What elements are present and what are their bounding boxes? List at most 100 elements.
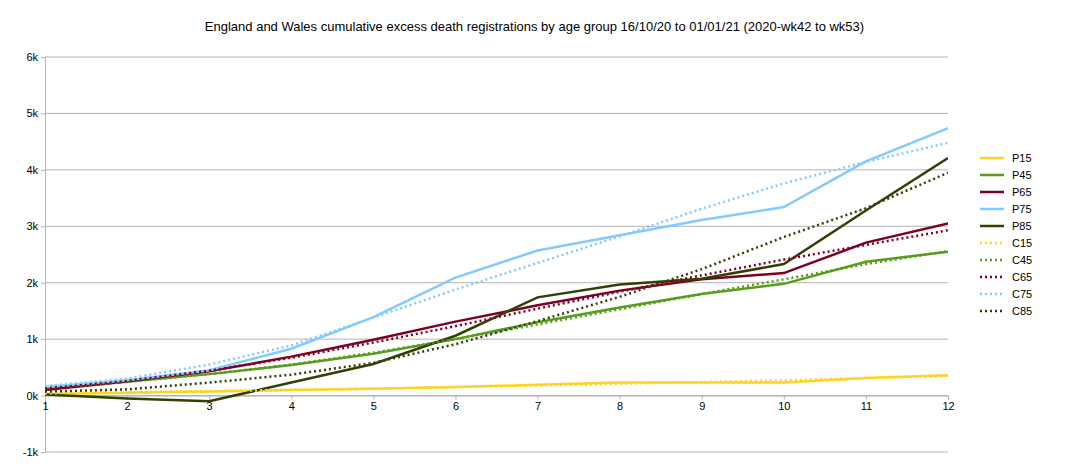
y-tick-label: 3k — [26, 220, 38, 232]
grid-line — [45, 113, 948, 114]
legend-label: P45 — [1012, 169, 1032, 181]
legend-swatch — [980, 225, 1004, 228]
grid-line — [45, 169, 948, 170]
legend-swatch — [980, 259, 1004, 262]
x-tick-label: 8 — [617, 400, 623, 412]
y-tick-label: -1k — [23, 446, 39, 458]
y-tick-mark — [41, 452, 45, 453]
grid — [45, 57, 948, 452]
legend-item: P15 — [980, 152, 1032, 164]
x-tick-label: 7 — [535, 400, 541, 412]
y-tick-mark — [41, 396, 45, 397]
x-tick-mark — [620, 396, 621, 400]
title: England and Wales cumulative excess deat… — [205, 19, 864, 34]
legend-label: C15 — [1012, 237, 1032, 249]
y-tick: 1k — [26, 333, 45, 345]
legend-item: C15 — [980, 237, 1032, 249]
legend-label: C85 — [1012, 305, 1032, 317]
x-tick-label: 6 — [453, 400, 459, 412]
grid-line — [45, 57, 948, 58]
legend-item: C85 — [980, 305, 1032, 317]
x-tick-label: 10 — [778, 400, 790, 412]
legend-label: P85 — [1012, 220, 1032, 232]
y-tick-mark — [41, 283, 45, 284]
y-tick: 2k — [26, 277, 45, 289]
legend-label: C45 — [1012, 254, 1032, 266]
series-line — [45, 230, 948, 388]
legend-item: C75 — [980, 288, 1032, 300]
y-tick: 6k — [26, 51, 45, 63]
y-tick: 4k — [26, 164, 45, 176]
x-tick-label: 12 — [942, 400, 954, 412]
x-tick: 6 — [453, 396, 459, 413]
grid-line — [45, 452, 948, 453]
x-tick: 4 — [289, 396, 295, 413]
x-tick-mark — [455, 396, 456, 400]
legend-item: P75 — [980, 203, 1032, 215]
x-tick: 11 — [861, 396, 872, 413]
x-tick-mark — [209, 396, 210, 400]
x-tick-mark — [784, 396, 785, 400]
x-tick: 10 — [778, 396, 790, 413]
legend-item: P45 — [980, 169, 1032, 181]
series-line — [45, 223, 948, 389]
legend-label: C75 — [1012, 288, 1032, 300]
y-tick-mark — [41, 113, 45, 114]
y-tick-label: 1k — [26, 333, 38, 345]
x-tick: 9 — [699, 396, 705, 413]
y-tick-label: 0k — [26, 390, 38, 402]
x-tick-label: 2 — [125, 400, 131, 412]
x-tick-mark — [45, 396, 46, 400]
legend-item: P65 — [980, 186, 1032, 198]
x-tick: 12 — [942, 396, 954, 413]
y-tick-label: 5k — [26, 107, 38, 119]
x-tick-mark — [948, 396, 949, 400]
x-tick-label: 5 — [371, 400, 377, 412]
x-tick-mark — [866, 396, 867, 400]
x-tick-mark — [538, 396, 539, 400]
legend-swatch — [980, 310, 1004, 313]
legend-item: P85 — [980, 220, 1032, 232]
legend-item: C45 — [980, 254, 1032, 266]
legend-item: C65 — [980, 271, 1032, 283]
legend-label: P15 — [1012, 152, 1032, 164]
x-tick-mark — [291, 396, 292, 400]
y-tick: 5k — [26, 107, 45, 119]
legend-label: C65 — [1012, 271, 1032, 283]
y-axis-line — [41, 58, 46, 453]
x-tick: 7 — [535, 396, 541, 413]
series-line — [45, 251, 948, 388]
x-tick: 3 — [207, 396, 213, 413]
series-line — [45, 173, 948, 392]
x-tick: 5 — [371, 396, 377, 413]
y-axis: -1k 0k 1k 2k 3k 4k 5k 6k — [23, 51, 46, 458]
x-axis: 123456789101112 — [42, 396, 954, 413]
x-tick-label: 9 — [699, 400, 705, 412]
legend-swatch — [980, 174, 1004, 177]
y-tick-label: 6k — [26, 51, 38, 63]
plot: -1k0k1k2k3k4k5k6k123456789101112 — [23, 51, 955, 458]
y-tick: -1k — [23, 446, 45, 458]
lines — [45, 128, 948, 401]
y-tick: 3k — [26, 220, 45, 232]
y-tick-mark — [41, 226, 45, 227]
series-line — [45, 128, 948, 387]
grid-line — [45, 339, 948, 340]
x-tick: 1 — [42, 396, 48, 413]
legend: P15 P45 P65 P75 P85 C15 C45 C65 C75 C85 — [980, 152, 1032, 317]
y-tick-label: 2k — [26, 277, 38, 289]
legend-label: P65 — [1012, 186, 1032, 198]
legend-swatch — [980, 276, 1004, 279]
legend-swatch — [980, 157, 1004, 160]
legend-swatch — [980, 208, 1004, 211]
y-tick-mark — [41, 339, 45, 340]
background — [0, 0, 1069, 468]
x-tick-mark — [702, 396, 703, 400]
chart: England and Wales cumulative excess deat… — [0, 0, 1069, 468]
series-line — [45, 158, 948, 401]
legend-swatch — [980, 191, 1004, 194]
x-tick-mark — [373, 396, 374, 400]
grid-line — [45, 282, 948, 283]
x-tick-label: 11 — [861, 400, 872, 412]
y-tick-mark — [41, 170, 45, 171]
